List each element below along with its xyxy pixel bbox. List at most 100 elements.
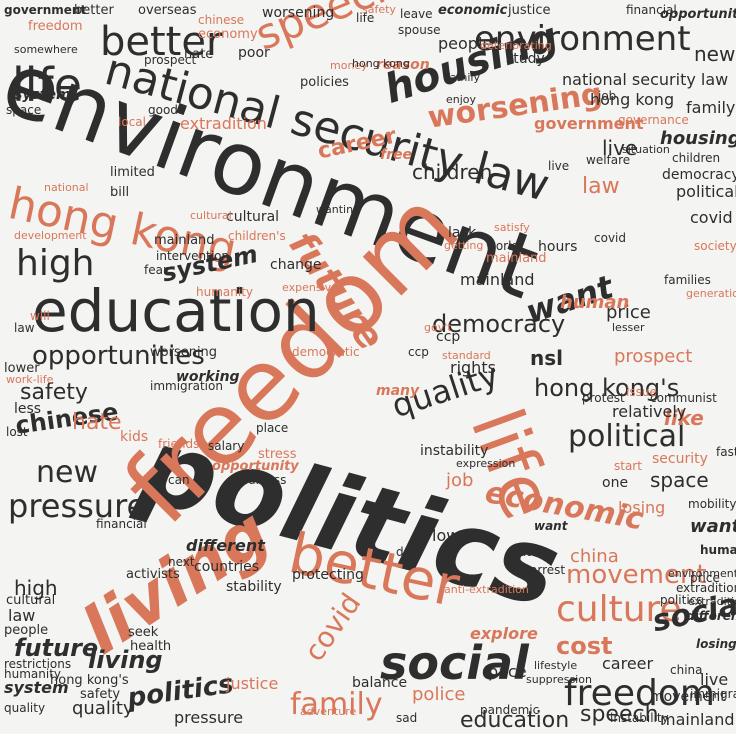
- word-human-right: human: [700, 543, 736, 557]
- word-space-right: space: [650, 468, 709, 492]
- word-system-top: system: [14, 87, 71, 103]
- word-start: start: [614, 459, 642, 473]
- word-lack: lack: [448, 225, 477, 241]
- word-leave: leave: [400, 7, 433, 21]
- word-life-mid: life: [356, 11, 375, 25]
- word-will: will: [30, 309, 50, 323]
- word-free: free: [380, 147, 412, 163]
- word-working-mid: working: [176, 369, 240, 385]
- word-different-right: different: [686, 609, 736, 623]
- word-mainland-bottom: mainland: [660, 710, 735, 729]
- word-sad: sad: [396, 711, 418, 725]
- word-covid-bottom: covid: [297, 587, 368, 668]
- word-hate-left: hate: [72, 410, 122, 435]
- word-study: study: [506, 51, 545, 67]
- word-housing-right: housing: [660, 128, 736, 149]
- word-hong-kong-topright: hong kong: [590, 90, 675, 109]
- word-opportunity-top: opportunity: [660, 7, 736, 22]
- word-government-topleft: government: [4, 3, 87, 17]
- word-children-right: children: [672, 151, 721, 165]
- word-humanity-bottom: humanity: [4, 667, 61, 681]
- word-cultural-bottom: cultural: [6, 593, 56, 608]
- word-balance: balance: [352, 675, 408, 691]
- word-humanity-mid: humanity: [196, 285, 253, 299]
- word-live-small: live: [548, 159, 570, 173]
- word-hours: hours: [538, 239, 578, 255]
- word-safety-bottom: safety: [80, 687, 121, 702]
- word-good: good: [148, 103, 178, 117]
- word-want-small: want: [534, 519, 568, 533]
- word-protecting: protecting: [292, 567, 364, 583]
- word-financial-top: financial: [626, 3, 677, 17]
- word-deteriorating: deteriorating: [480, 39, 552, 52]
- word-fear: fear: [144, 263, 168, 277]
- word-anti-extradition: anti-extradition: [444, 583, 529, 596]
- word-education-bottom: education: [460, 708, 570, 733]
- word-welfare: welfare: [586, 153, 631, 167]
- word-issue: issue: [626, 385, 657, 399]
- word-price-mid: price: [606, 302, 651, 323]
- word-local: local: [118, 115, 146, 129]
- word-day: day: [396, 545, 419, 559]
- word-health: health: [130, 639, 172, 654]
- word-intervention: intervention: [156, 249, 230, 263]
- word-lower: lower: [4, 361, 40, 376]
- word-one: one: [602, 475, 629, 491]
- word-cost: cost: [556, 632, 613, 660]
- word-can: can: [168, 473, 190, 487]
- word-mainland-2: mainland: [486, 251, 547, 266]
- word-price-small: price: [690, 571, 720, 585]
- word-human-mid: human: [560, 292, 630, 313]
- word-culture: culture: [556, 589, 682, 630]
- word-extradition-small: extradition: [688, 595, 736, 608]
- word-political-mid: political: [568, 419, 686, 454]
- word-living-bottom: living: [88, 646, 163, 674]
- word-opportunity-mid: opportunity: [212, 459, 299, 474]
- word-somewhere: somewhere: [14, 43, 78, 56]
- word-opportunities: opportunities: [32, 341, 205, 371]
- word-children-mid: children: [412, 160, 493, 184]
- word-pace: pace: [488, 662, 527, 681]
- word-job-mid: job: [446, 470, 474, 491]
- word-communist: communist: [650, 391, 717, 405]
- word-standard: standard: [442, 349, 491, 362]
- word-salary: salary: [208, 439, 245, 453]
- word-life-left: life: [12, 58, 83, 112]
- word-instability-bottom: instability: [610, 711, 669, 725]
- word-work-life: work-life: [6, 373, 54, 386]
- word-low: low: [432, 526, 460, 545]
- word-politics-bottom: politics: [125, 669, 236, 714]
- word-place: place: [256, 421, 289, 435]
- word-pressure-bottom: pressure: [174, 708, 244, 727]
- word-national: national: [44, 181, 89, 194]
- word-extradition-top: extradition: [180, 114, 267, 133]
- word-many: many: [376, 383, 420, 399]
- word-prospect-mid: prospect: [614, 346, 693, 367]
- word-rights: rights: [450, 358, 496, 377]
- word-democracy-mid: democracy: [432, 310, 566, 338]
- word-china-mid: china: [570, 546, 619, 567]
- word-nsl-topright: national security law: [562, 70, 729, 89]
- word-like: like: [664, 406, 704, 430]
- word-future-bottom: future: [14, 634, 99, 662]
- word-suppression: suppression: [526, 673, 592, 686]
- word-social-bottom: social: [380, 636, 529, 690]
- word-development: development: [14, 229, 87, 242]
- word-new-topright: new: [694, 42, 736, 66]
- word-people-top: people: [438, 34, 493, 53]
- word-justice-top: justice: [508, 3, 551, 18]
- word-stability: stability: [226, 579, 282, 595]
- word-expensive: expensive: [282, 281, 338, 294]
- word-hong-kong-small: hong kong: [352, 57, 410, 70]
- word-speech-bottom: speech: [580, 702, 659, 727]
- word-spouse: spouse: [398, 23, 441, 37]
- word-security-right: security: [652, 451, 708, 467]
- word-law-right: law: [582, 174, 620, 199]
- word-family-bottom: family: [290, 687, 383, 722]
- word-limited: limited: [110, 165, 155, 180]
- word-new-left: new: [36, 455, 99, 490]
- word-unless: unless: [248, 473, 287, 487]
- word-activists: activists: [126, 567, 180, 582]
- word-covid-small: covid: [594, 231, 626, 245]
- word-cultural-small: cultural: [190, 209, 232, 222]
